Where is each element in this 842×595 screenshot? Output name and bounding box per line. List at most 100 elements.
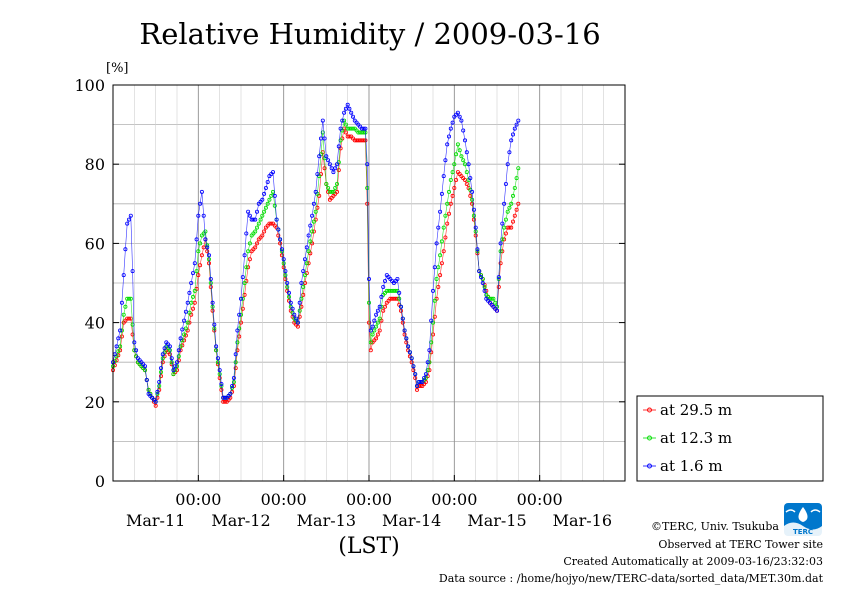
- data-point: [489, 296, 494, 301]
- data-point: [436, 284, 441, 289]
- data-point: [297, 308, 302, 313]
- legend-label: at 12.3 m: [660, 429, 732, 447]
- data-point: [304, 245, 309, 250]
- data-point: [121, 312, 126, 317]
- data-point: [334, 181, 339, 186]
- data-point: [279, 253, 284, 258]
- data-point: [199, 253, 204, 258]
- data-point: [397, 290, 402, 295]
- data-point: [233, 366, 238, 371]
- data-point: [260, 213, 265, 218]
- data-point: [215, 360, 220, 365]
- data-point: [292, 312, 297, 317]
- data-point: [210, 300, 215, 305]
- data-point: [208, 276, 213, 281]
- data-point: [183, 309, 188, 314]
- data-point: [375, 308, 380, 313]
- data-point: [301, 292, 306, 297]
- data-point: [336, 168, 341, 173]
- data-point: [116, 349, 121, 354]
- data-point: [406, 344, 411, 349]
- data-point: [308, 223, 313, 228]
- data-point: [491, 296, 496, 301]
- data-point: [382, 278, 387, 283]
- data-point: [306, 233, 311, 238]
- data-point: [326, 158, 331, 163]
- data-point: [194, 237, 199, 242]
- data-point: [132, 340, 137, 345]
- data-point: [270, 170, 275, 175]
- data-point: [174, 360, 179, 365]
- data-point: [247, 213, 252, 218]
- data-point: [422, 375, 427, 380]
- data-point: [452, 162, 457, 167]
- data-point: [278, 237, 283, 242]
- data-point: [215, 356, 220, 361]
- data-point: [260, 233, 265, 238]
- legend-swatch-marker: [647, 435, 652, 441]
- data-point: [114, 344, 119, 349]
- data-point: [240, 306, 245, 311]
- x-date-label: Mar-13: [297, 511, 356, 530]
- y-tick-label: 0: [95, 472, 105, 491]
- data-point: [304, 261, 309, 266]
- data-point: [400, 316, 405, 321]
- data-point: [338, 138, 343, 143]
- data-point: [432, 265, 437, 270]
- data-point: [286, 290, 291, 295]
- series-line: [112, 119, 519, 403]
- y-tick-label: 80: [85, 155, 105, 174]
- data-point: [478, 275, 483, 280]
- data-point: [470, 189, 475, 194]
- data-point: [425, 360, 430, 365]
- data-point: [212, 322, 217, 327]
- data-point: [404, 336, 409, 341]
- data-point: [310, 213, 315, 218]
- data-point: [194, 269, 199, 274]
- data-point: [230, 383, 235, 388]
- data-point: [157, 379, 162, 384]
- data-point: [430, 288, 435, 293]
- data-point: [502, 201, 507, 206]
- data-point: [324, 181, 329, 186]
- data-point: [368, 348, 373, 353]
- data-point: [365, 162, 370, 167]
- data-point: [377, 328, 382, 333]
- data-point: [439, 239, 444, 244]
- data-point: [178, 336, 183, 341]
- data-point: [445, 221, 450, 226]
- data-point: [290, 306, 295, 311]
- data-point: [507, 225, 512, 230]
- data-point: [158, 370, 163, 375]
- data-point: [414, 383, 419, 388]
- data-point: [276, 227, 281, 232]
- credit-observed: Observed at TERC Tower site: [658, 538, 823, 551]
- data-point: [514, 176, 519, 181]
- data-point: [400, 320, 405, 325]
- data-point: [301, 284, 306, 289]
- data-point: [196, 249, 201, 254]
- data-point: [128, 296, 133, 301]
- data-point: [265, 179, 270, 184]
- data-point: [443, 158, 448, 163]
- logo-text: TERC: [793, 528, 813, 536]
- data-point: [196, 213, 201, 218]
- data-point: [253, 217, 258, 222]
- data-point: [377, 304, 382, 309]
- data-point: [510, 219, 515, 224]
- data-point: [493, 300, 498, 305]
- data-point: [198, 201, 203, 206]
- data-point: [350, 114, 355, 119]
- data-point: [283, 276, 288, 281]
- data-point: [452, 185, 457, 190]
- data-point: [425, 368, 430, 373]
- data-point: [118, 328, 123, 333]
- data-point: [123, 304, 128, 309]
- data-point: [438, 209, 443, 214]
- data-point: [347, 134, 352, 139]
- data-point: [281, 257, 286, 262]
- data-point: [461, 128, 466, 133]
- data-point: [180, 327, 185, 332]
- data-point: [374, 336, 379, 341]
